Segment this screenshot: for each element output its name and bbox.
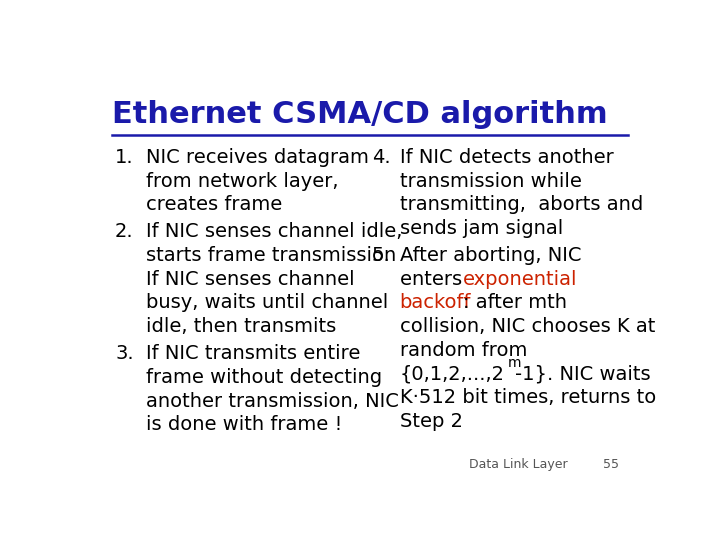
Text: transmitting,  aborts and: transmitting, aborts and <box>400 195 643 214</box>
Text: backoff: backoff <box>400 294 471 313</box>
Text: creates frame: creates frame <box>145 195 282 214</box>
Text: idle, then transmits: idle, then transmits <box>145 317 336 336</box>
Text: NIC receives datagram: NIC receives datagram <box>145 148 369 167</box>
Text: 5.: 5. <box>372 246 390 265</box>
Text: 55: 55 <box>603 458 619 471</box>
Text: If NIC senses channel: If NIC senses channel <box>145 270 354 289</box>
Text: 2.: 2. <box>115 222 134 241</box>
Text: {0,1,2,...,2: {0,1,2,...,2 <box>400 364 505 383</box>
Text: -1}. NIC waits: -1}. NIC waits <box>515 364 650 383</box>
Text: 3.: 3. <box>115 344 134 363</box>
Text: If NIC transmits entire: If NIC transmits entire <box>145 344 360 363</box>
Text: If NIC detects another: If NIC detects another <box>400 148 613 167</box>
Text: : after mth: : after mth <box>463 294 567 313</box>
Text: 1.: 1. <box>115 148 134 167</box>
Text: m: m <box>508 356 522 370</box>
Text: Data Link Layer: Data Link Layer <box>469 458 568 471</box>
Text: Ethernet CSMA/CD algorithm: Ethernet CSMA/CD algorithm <box>112 100 608 129</box>
Text: If NIC senses channel idle,: If NIC senses channel idle, <box>145 222 402 241</box>
Text: transmission while: transmission while <box>400 172 582 191</box>
Text: exponential: exponential <box>463 270 577 289</box>
Text: After aborting, NIC: After aborting, NIC <box>400 246 581 265</box>
Text: enters: enters <box>400 270 468 289</box>
Text: starts frame transmission: starts frame transmission <box>145 246 396 265</box>
Text: sends jam signal: sends jam signal <box>400 219 563 238</box>
Text: Step 2: Step 2 <box>400 412 463 431</box>
Text: random from: random from <box>400 341 527 360</box>
Text: 4.: 4. <box>372 148 390 167</box>
Text: is done with frame !: is done with frame ! <box>145 415 342 434</box>
Text: K·512 bit times, returns to: K·512 bit times, returns to <box>400 388 656 407</box>
Text: frame without detecting: frame without detecting <box>145 368 382 387</box>
Text: from network layer,: from network layer, <box>145 172 338 191</box>
Text: collision, NIC chooses K at: collision, NIC chooses K at <box>400 317 655 336</box>
Text: busy, waits until channel: busy, waits until channel <box>145 294 388 313</box>
Text: another transmission, NIC: another transmission, NIC <box>145 392 399 410</box>
